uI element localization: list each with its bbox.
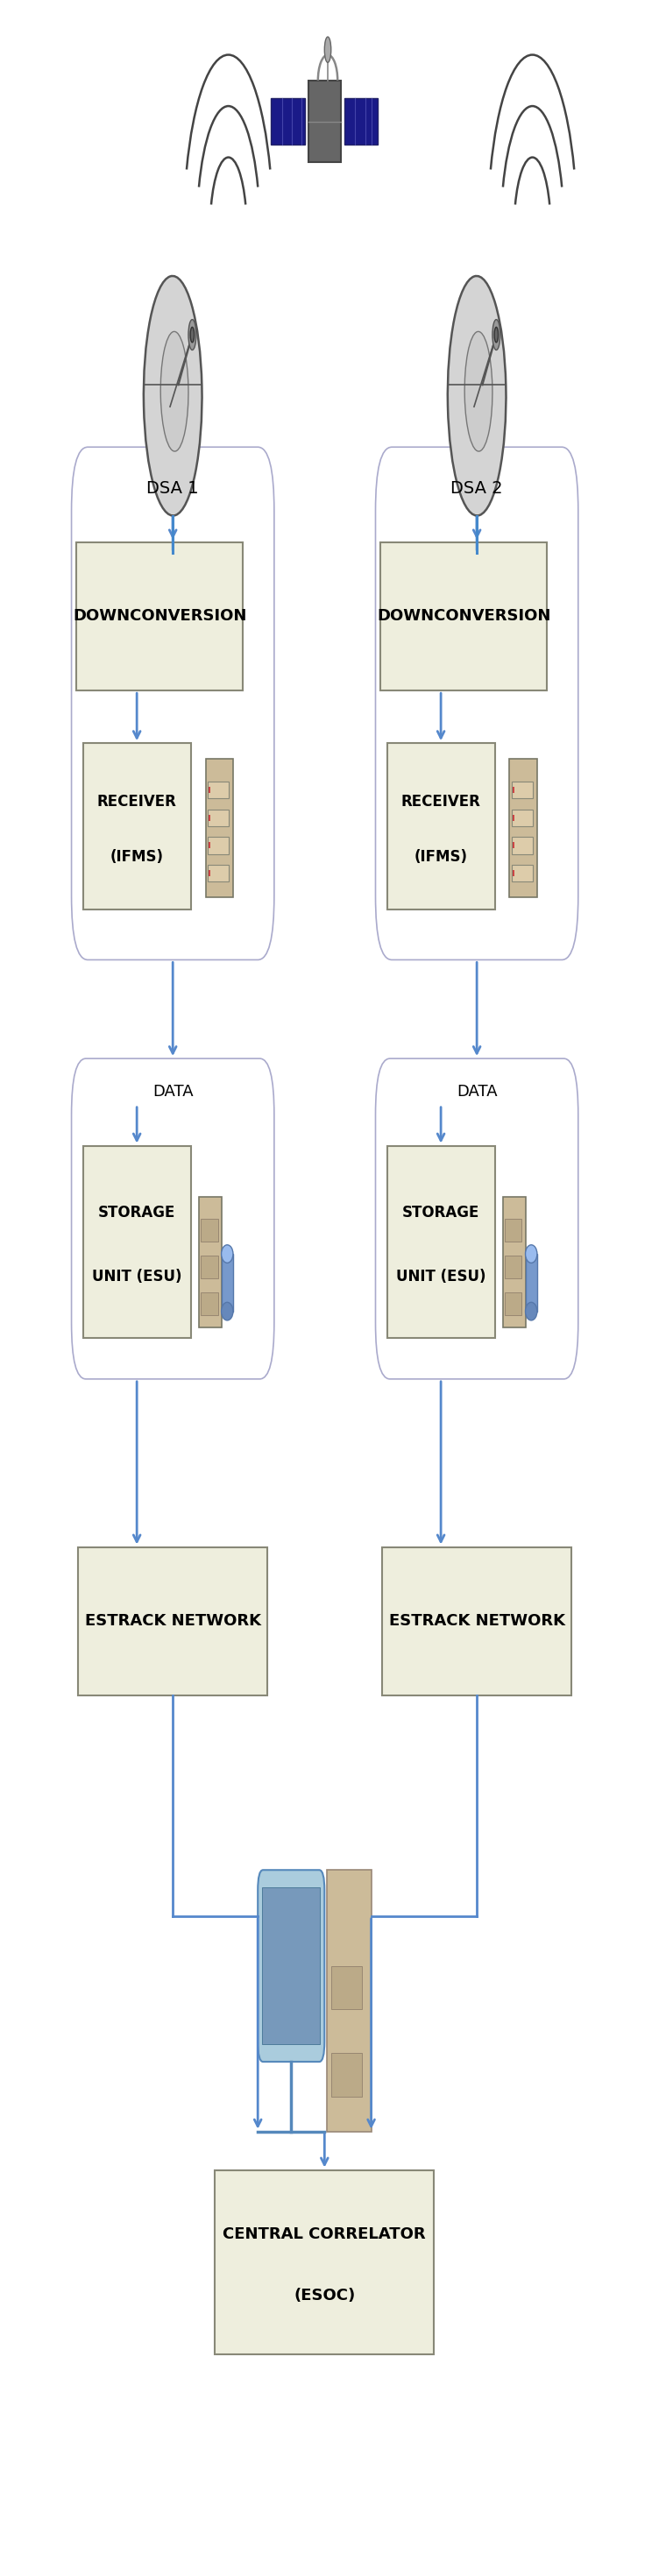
Ellipse shape — [221, 1303, 233, 1321]
Text: RECEIVER: RECEIVER — [401, 793, 481, 809]
Bar — [344, 98, 378, 144]
Bar — [503, 1195, 526, 1327]
Bar — [525, 1255, 537, 1311]
Bar — [308, 80, 341, 162]
Bar — [271, 98, 305, 144]
Bar — [201, 1255, 218, 1278]
Bar — [208, 809, 229, 827]
Bar — [215, 2169, 434, 2354]
FancyBboxPatch shape — [71, 448, 274, 961]
Bar — [208, 871, 210, 876]
Bar — [201, 1218, 218, 1242]
Bar — [387, 744, 495, 909]
Ellipse shape — [525, 1244, 537, 1262]
Bar — [331, 2053, 362, 2097]
Bar — [511, 837, 533, 853]
Text: ESTRACK NETWORK: ESTRACK NETWORK — [85, 1613, 261, 1628]
Bar — [83, 744, 190, 909]
Bar — [208, 837, 229, 853]
Bar — [512, 788, 514, 793]
Text: DSA 1: DSA 1 — [147, 479, 199, 497]
Bar — [206, 757, 233, 896]
Bar — [512, 871, 514, 876]
Circle shape — [492, 319, 500, 350]
Text: UNIT (ESU): UNIT (ESU) — [92, 1267, 182, 1285]
Ellipse shape — [144, 276, 202, 515]
Bar — [505, 1255, 522, 1278]
Text: RECEIVER: RECEIVER — [97, 793, 176, 809]
FancyBboxPatch shape — [71, 1059, 274, 1378]
Ellipse shape — [465, 332, 492, 451]
Text: DOWNCONVERSION: DOWNCONVERSION — [377, 608, 551, 623]
FancyBboxPatch shape — [376, 1059, 578, 1378]
Bar — [380, 541, 547, 690]
Bar — [511, 809, 533, 827]
Bar — [511, 866, 533, 881]
Bar — [201, 1293, 218, 1316]
Bar — [262, 1888, 320, 2045]
Bar — [208, 866, 229, 881]
FancyBboxPatch shape — [258, 1870, 324, 2061]
Bar — [78, 1548, 268, 1695]
Ellipse shape — [161, 332, 188, 451]
Text: STORAGE: STORAGE — [402, 1206, 480, 1221]
Text: (IFMS): (IFMS) — [414, 848, 468, 866]
Bar — [331, 1965, 362, 2009]
Bar — [77, 541, 243, 690]
Bar — [512, 814, 514, 822]
Bar — [512, 842, 514, 848]
Text: ESTRACK NETWORK: ESTRACK NETWORK — [389, 1613, 565, 1628]
Bar — [505, 1218, 522, 1242]
Bar — [509, 757, 537, 896]
FancyBboxPatch shape — [376, 448, 578, 961]
Bar — [382, 1548, 571, 1695]
Bar — [505, 1293, 522, 1316]
Ellipse shape — [525, 1303, 537, 1321]
Text: DATA: DATA — [456, 1084, 498, 1100]
Text: UNIT (ESU): UNIT (ESU) — [396, 1267, 486, 1285]
Bar — [327, 1870, 371, 2130]
Bar — [511, 781, 533, 799]
Text: DOWNCONVERSION: DOWNCONVERSION — [73, 608, 246, 623]
Text: DATA: DATA — [153, 1084, 193, 1100]
Bar — [208, 788, 210, 793]
Text: CENTRAL CORRELATOR: CENTRAL CORRELATOR — [223, 2226, 426, 2244]
Bar — [221, 1255, 233, 1311]
Bar — [387, 1146, 495, 1337]
Bar — [199, 1195, 222, 1327]
Ellipse shape — [221, 1244, 233, 1262]
Ellipse shape — [448, 276, 506, 515]
Circle shape — [324, 36, 331, 62]
Text: (ESOC): (ESOC) — [294, 2287, 355, 2303]
Circle shape — [188, 319, 196, 350]
Circle shape — [494, 327, 498, 343]
Bar — [83, 1146, 190, 1337]
Bar — [208, 842, 210, 848]
Text: (IFMS): (IFMS) — [110, 848, 164, 866]
Text: STORAGE: STORAGE — [98, 1206, 176, 1221]
Bar — [208, 781, 229, 799]
Bar — [208, 814, 210, 822]
Circle shape — [190, 327, 194, 343]
Text: DSA 2: DSA 2 — [451, 479, 503, 497]
